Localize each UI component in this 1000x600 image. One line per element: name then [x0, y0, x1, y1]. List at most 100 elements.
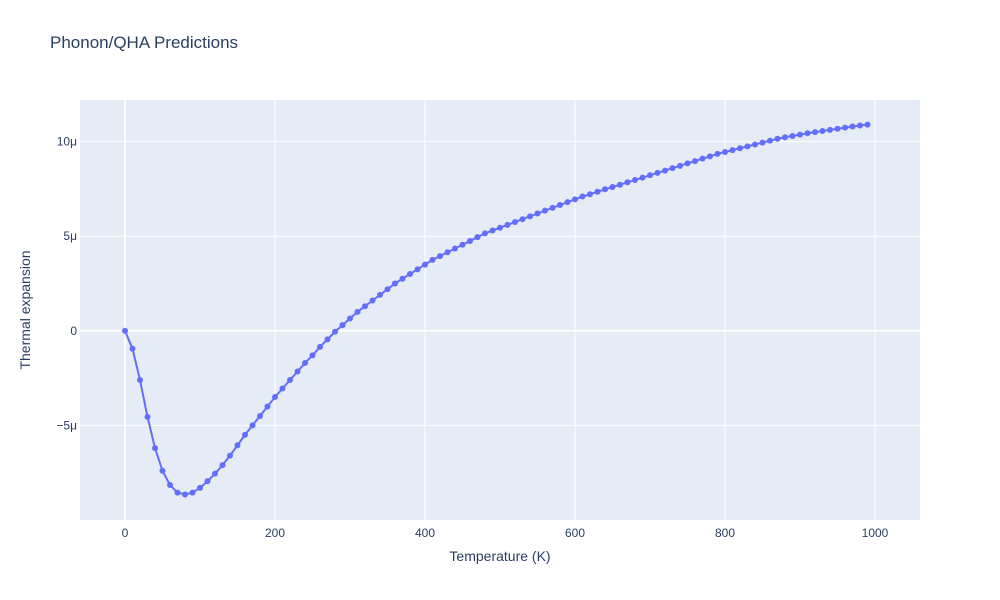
- data-point[interactable]: [842, 124, 848, 131]
- data-point[interactable]: [812, 129, 818, 136]
- data-point[interactable]: [317, 343, 323, 350]
- data-point[interactable]: [384, 286, 391, 293]
- data-point[interactable]: [279, 385, 286, 392]
- data-point[interactable]: [729, 147, 736, 154]
- data-point[interactable]: [474, 234, 481, 241]
- data-point[interactable]: [617, 181, 623, 188]
- data-point[interactable]: [497, 224, 503, 231]
- data-point[interactable]: [774, 135, 781, 142]
- data-point[interactable]: [834, 125, 841, 132]
- data-point[interactable]: [504, 221, 511, 228]
- data-point[interactable]: [242, 431, 248, 438]
- data-point[interactable]: [144, 413, 151, 420]
- data-point[interactable]: [564, 199, 571, 206]
- data-point[interactable]: [392, 280, 398, 287]
- data-point[interactable]: [669, 165, 676, 172]
- data-point[interactable]: [437, 253, 443, 260]
- data-point[interactable]: [827, 126, 833, 133]
- data-point[interactable]: [272, 394, 278, 401]
- data-point[interactable]: [174, 489, 181, 496]
- data-point[interactable]: [302, 359, 308, 366]
- data-point[interactable]: [512, 219, 518, 226]
- data-point[interactable]: [182, 491, 188, 498]
- data-point[interactable]: [782, 134, 788, 141]
- data-point[interactable]: [549, 204, 556, 211]
- data-point[interactable]: [444, 249, 451, 256]
- data-point[interactable]: [587, 191, 593, 198]
- data-point[interactable]: [639, 174, 646, 181]
- data-point[interactable]: [347, 315, 353, 322]
- data-point[interactable]: [294, 368, 301, 375]
- data-point[interactable]: [849, 123, 856, 130]
- data-point[interactable]: [579, 193, 586, 200]
- data-point[interactable]: [624, 179, 631, 186]
- data-point[interactable]: [159, 467, 166, 474]
- data-point[interactable]: [264, 403, 271, 410]
- data-point[interactable]: [167, 482, 173, 488]
- data-point[interactable]: [227, 452, 233, 459]
- data-point[interactable]: [527, 213, 533, 220]
- data-point[interactable]: [257, 412, 263, 419]
- data-point[interactable]: [654, 169, 661, 176]
- data-point[interactable]: [407, 271, 413, 278]
- data-point[interactable]: [399, 275, 406, 282]
- data-point[interactable]: [647, 172, 653, 179]
- data-point[interactable]: [452, 245, 458, 252]
- data-point[interactable]: [797, 131, 803, 138]
- data-point[interactable]: [197, 484, 203, 491]
- data-point[interactable]: [467, 237, 473, 244]
- data-point[interactable]: [332, 328, 338, 335]
- data-point[interactable]: [632, 177, 638, 184]
- data-point[interactable]: [362, 303, 368, 310]
- data-point[interactable]: [137, 377, 143, 383]
- data-point[interactable]: [249, 422, 256, 429]
- data-point[interactable]: [129, 345, 136, 352]
- data-point[interactable]: [534, 210, 541, 217]
- data-point[interactable]: [572, 196, 578, 203]
- data-point[interactable]: [602, 186, 608, 193]
- data-point[interactable]: [287, 377, 293, 383]
- data-point[interactable]: [369, 297, 376, 304]
- data-point[interactable]: [714, 150, 721, 157]
- data-point[interactable]: [707, 153, 713, 160]
- data-point[interactable]: [429, 256, 436, 263]
- data-point[interactable]: [722, 149, 728, 156]
- data-point[interactable]: [542, 207, 548, 214]
- data-point[interactable]: [489, 227, 496, 234]
- data-point[interactable]: [744, 143, 751, 150]
- data-point[interactable]: [737, 145, 743, 152]
- data-point[interactable]: [212, 470, 218, 477]
- data-point[interactable]: [482, 230, 488, 237]
- data-point[interactable]: [819, 128, 826, 135]
- data-point[interactable]: [789, 132, 796, 139]
- data-point[interactable]: [152, 445, 158, 452]
- data-point[interactable]: [684, 160, 691, 167]
- data-point[interactable]: [354, 308, 361, 315]
- data-point[interactable]: [677, 162, 683, 169]
- data-point[interactable]: [234, 442, 241, 449]
- data-point[interactable]: [422, 261, 428, 268]
- data-point[interactable]: [189, 489, 196, 496]
- data-point[interactable]: [662, 167, 668, 174]
- data-point[interactable]: [557, 202, 563, 208]
- data-point[interactable]: [752, 141, 758, 148]
- data-point[interactable]: [324, 336, 331, 343]
- data-point[interactable]: [692, 158, 698, 165]
- data-point[interactable]: [519, 216, 526, 223]
- data-point[interactable]: [699, 155, 706, 162]
- data-point[interactable]: [122, 327, 128, 334]
- data-point[interactable]: [377, 291, 383, 298]
- data-point[interactable]: [759, 139, 766, 146]
- data-point[interactable]: [339, 322, 346, 329]
- data-point[interactable]: [219, 462, 226, 469]
- data-point[interactable]: [609, 184, 616, 191]
- data-point[interactable]: [459, 241, 466, 248]
- data-point[interactable]: [857, 122, 863, 129]
- data-point[interactable]: [594, 188, 601, 195]
- data-point[interactable]: [204, 478, 211, 485]
- data-point[interactable]: [767, 137, 773, 144]
- data-point[interactable]: [414, 266, 421, 273]
- data-point[interactable]: [864, 121, 871, 128]
- data-point[interactable]: [309, 352, 316, 359]
- data-point[interactable]: [804, 130, 811, 137]
